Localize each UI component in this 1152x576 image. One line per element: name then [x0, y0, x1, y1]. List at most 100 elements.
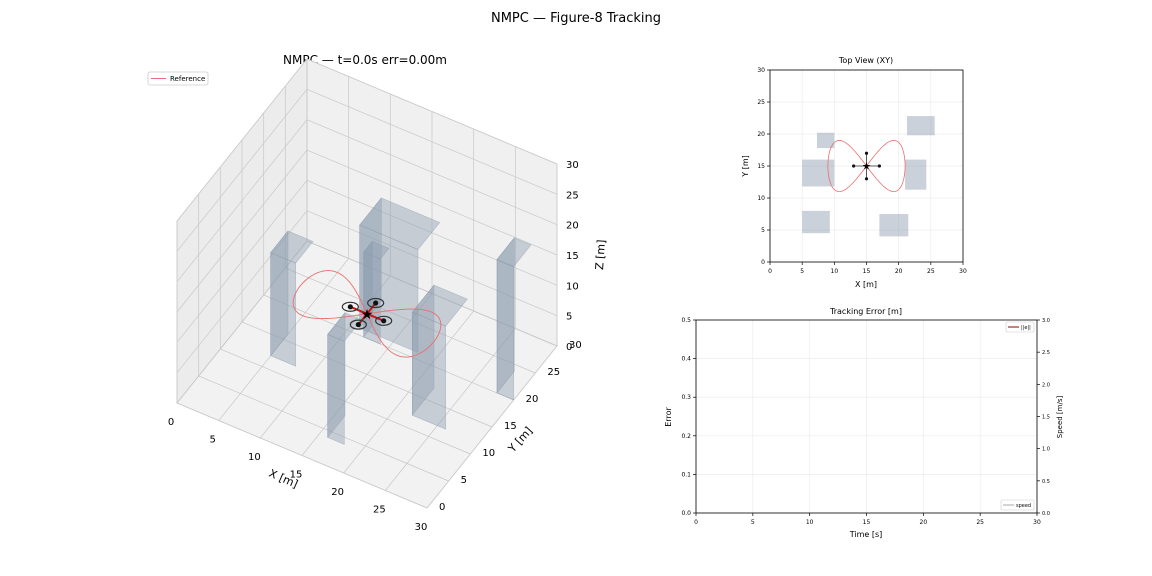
panel-3d-gridline-z [176, 88, 558, 252]
panel-3d-tick-label-y: 25 [547, 367, 560, 378]
panel-3d-tick-label-x: 30 [415, 522, 428, 533]
panel-3d-tick-label-z: 5 [566, 312, 572, 323]
top-view-obstacle [905, 159, 927, 190]
top-view-drone-rotor [864, 151, 869, 155]
top-view-tick-label-x: 0 [768, 268, 772, 275]
top-view-ylabel: Y [m] [741, 155, 750, 177]
panel-3d-legend: Reference [147, 71, 209, 86]
panel-3d-tick-label-z: 20 [566, 221, 579, 232]
top-view-obstacle [907, 116, 935, 136]
top-view-tick-label-y: 0 [761, 259, 765, 266]
error-tick-label-x: 25 [976, 519, 984, 526]
error-tick-label-y: 0.3 [681, 394, 691, 401]
drone-rotor-ring [349, 319, 367, 330]
error-tick-label-y: 0.5 [681, 317, 691, 324]
panel-3d-tick-label-z: 25 [566, 190, 579, 201]
top-view-tick-label-x: 30 [959, 268, 967, 275]
top-view-tick-label-y: 5 [761, 227, 765, 234]
obstacle-face-top [411, 284, 468, 327]
panel-3d-tick-label-y: 10 [482, 448, 495, 459]
top-view-tick-label-y: 10 [757, 195, 765, 202]
speed-tick-label-y: 0.0 [1042, 511, 1050, 517]
obstacle-box [359, 197, 441, 354]
error-tick-label-x: 0 [694, 519, 698, 526]
top-view-drone-rotor [852, 164, 856, 168]
panel-3d-tick-label-z: 10 [566, 281, 579, 292]
error-tick-label-y: 0.2 [681, 433, 691, 440]
obstacle-box [327, 311, 363, 445]
panel-3d-tick-label-z: 30 [566, 160, 579, 171]
panel-3d-legend-reference: Reference [170, 75, 205, 83]
panel-3d-tick-label-x: 5 [209, 435, 215, 446]
error-tick-label-x: 15 [863, 519, 871, 526]
error-tick-label-x: 5 [751, 519, 755, 526]
panel-3d-gridline-z [176, 179, 558, 343]
drone-rotor-ring [375, 315, 393, 326]
speed-tick-label-y: 1.5 [1042, 415, 1050, 421]
obstacle-face-front [270, 252, 297, 367]
speed-tick-label-y: 1.0 [1042, 447, 1050, 453]
panel-top-view: Top View (XY) ★ 0 5 10 15 20 25 30 0 5 10 15 20 25 30… [741, 56, 967, 289]
error-legend-label: ||e|| [1021, 325, 1031, 331]
top-view-obstacle [879, 214, 909, 237]
top-view-drone-rotor [864, 177, 869, 181]
obstacle-face-front [411, 311, 447, 430]
top-view-tick-label-y: 25 [757, 99, 765, 106]
error-tick-label-x: 30 [1033, 519, 1041, 526]
error-tick-label-x: 20 [920, 519, 928, 526]
top-view-tick-label-x: 5 [800, 268, 804, 275]
error-xlabel: Time [s] [849, 530, 883, 539]
obstacle-box [411, 284, 468, 430]
speed-legend-label: speed [1016, 503, 1031, 509]
top-view-tick-label-y: 15 [757, 163, 765, 170]
top-view-tick-label-x: 25 [927, 268, 935, 275]
panel-3d-tick-label-x: 0 [168, 417, 174, 428]
panel-3d-zlabel: Z [m] [593, 239, 608, 270]
panel-3d-tick-label-y: 30 [569, 340, 582, 351]
top-view-tick-label-x: 15 [863, 268, 871, 275]
obstacle-box [270, 230, 314, 367]
error-tick-label-y: 0.4 [681, 356, 691, 363]
obstacle-face-front [496, 259, 515, 401]
panel-3d-view: NMPC — t=0.0s err=0.00m Reference ★ 0 5 10… [147, 53, 608, 533]
top-view-tick-label-y: 30 [757, 67, 765, 74]
error-tick-label-y: 0.1 [681, 471, 691, 478]
top-view-drone-rotor [877, 164, 881, 168]
panel-3d-tick-label-x: 25 [373, 505, 386, 516]
top-view-tick-label-x: 10 [831, 268, 839, 275]
obstacle-face-top [270, 230, 314, 264]
top-view-title: Top View (XY) [838, 56, 893, 65]
panel-3d-gridline-z [176, 240, 558, 404]
panel-3d-tick-label-y: 15 [504, 421, 517, 432]
panel-3d-tick-label-z: 0 [566, 342, 572, 353]
drone-rotor-ring [341, 301, 359, 312]
panel-3d-gridline-z [176, 58, 558, 222]
speed-tick-label-y: 0.5 [1042, 479, 1050, 485]
error-y2label: Speed [m/s] [1056, 396, 1064, 439]
drone-rotor-ring [367, 297, 385, 309]
obstacle-face-top [496, 237, 532, 267]
panel-3d-gridline-z [176, 210, 558, 373]
panel-3d-tick-label-x: 10 [248, 452, 261, 463]
drone-rotor [373, 300, 379, 306]
speed-tick-label-y: 2.5 [1042, 350, 1050, 356]
top-view-obstacle [816, 132, 835, 149]
panel-3d-tick-label-x: 15 [290, 470, 303, 481]
top-view-obstacle [802, 159, 835, 187]
drone-rotor [347, 304, 353, 310]
panel-3d-tick-label-x: 20 [331, 487, 344, 498]
obstacle-face-front [327, 333, 345, 445]
top-view-drone-star: ★ [862, 162, 871, 173]
obstacle-box [496, 237, 532, 401]
panel-3d-tick-label-z: 15 [566, 251, 579, 262]
error-title: Tracking Error [m] [829, 307, 902, 316]
drone-rotor [381, 318, 387, 324]
panel-3d-tick-label-y: 0 [439, 502, 445, 513]
obstacle-face-top [363, 240, 390, 260]
error-tick-label-y: 0.0 [681, 510, 691, 517]
top-view-tick-label-x: 20 [895, 268, 903, 275]
speed-tick-label-y: 2.0 [1042, 382, 1050, 388]
panel-tracking-error: Tracking Error [m] 0 5 10 15 20 25 300.00.10.2… [664, 307, 1064, 539]
panel-3d-gridline-z [176, 119, 558, 282]
